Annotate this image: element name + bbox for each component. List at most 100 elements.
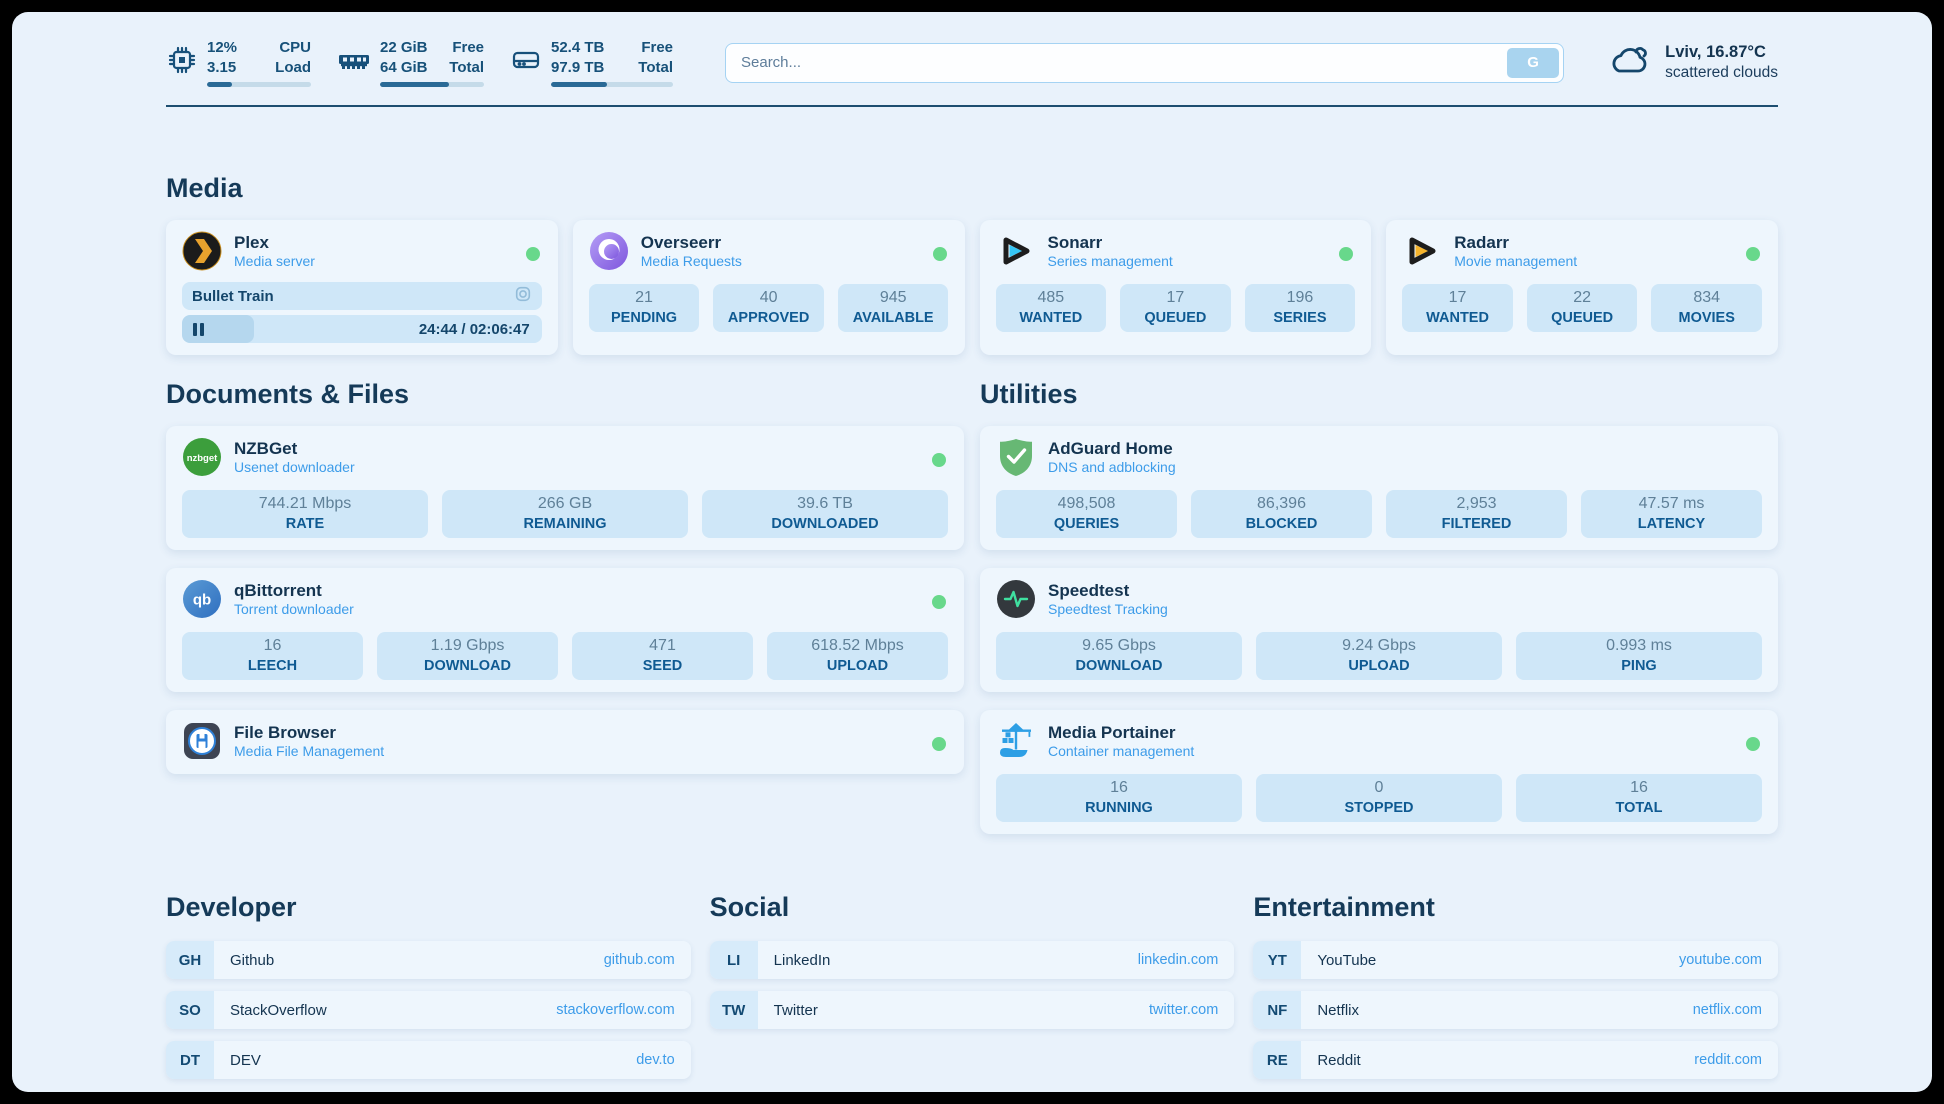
stat-upload: 9.24 Gbps UPLOAD: [1256, 632, 1502, 680]
bookmark-netflix[interactable]: NF Netflix netflix.com: [1253, 991, 1778, 1029]
dashboard-page: 12% 3.15 CPU Load: [12, 12, 1932, 1092]
app-card-plex[interactable]: Plex Media server Bullet Train: [166, 220, 558, 355]
weather-location-temp: Lviv, 16.87°C: [1665, 42, 1766, 61]
search-input[interactable]: [725, 42, 1565, 83]
sonarr-logo-icon: [996, 231, 1036, 271]
app-card-filebrowser[interactable]: File Browser Media File Management: [166, 710, 964, 774]
app-card-sonarr[interactable]: Sonarr Series management 485 WANTED 17 Q…: [979, 220, 1372, 355]
header-divider: [166, 105, 1778, 107]
bookmark-group-entertainment: Entertainment YT YouTube youtube.com NF …: [1253, 892, 1778, 1079]
app-card-speedtest[interactable]: Speedtest Speedtest Tracking 9.65 Gbps D…: [980, 568, 1778, 692]
section-heading-social: Social: [709, 892, 790, 922]
media-cards-row: Plex Media server Bullet Train: [166, 220, 1778, 355]
bookmark-youtube[interactable]: YT YouTube youtube.com: [1253, 941, 1778, 979]
app-title: Plex: [234, 232, 269, 252]
adguard-logo-icon: [996, 437, 1036, 477]
bookmark-dev[interactable]: DT DEV dev.to: [166, 1041, 691, 1079]
video-type-icon: [514, 285, 532, 308]
bookmark-abbr: GH: [166, 941, 214, 979]
stat-remaining: 266 GB REMAINING: [442, 490, 688, 538]
search-engine-button[interactable]: G: [1507, 47, 1560, 78]
bookmark-reddit[interactable]: RE Reddit reddit.com: [1253, 1041, 1778, 1079]
app-title: File Browser: [234, 722, 337, 742]
bookmark-name: LinkedIn: [773, 951, 831, 969]
app-description: Media Requests: [640, 252, 742, 269]
playback-progress-bar: 24:44 / 02:06:47: [182, 315, 542, 343]
cpu-load-value: 3.15: [207, 58, 237, 76]
bookmark-abbr: RE: [1253, 1041, 1302, 1079]
cpu-load-label: Load: [275, 58, 311, 76]
stat-rate: 744.21 Mbps RATE: [182, 490, 428, 538]
app-title: AdGuard Home: [1048, 438, 1173, 458]
system-stats: 12% 3.15 CPU Load: [166, 38, 673, 87]
app-card-adguard[interactable]: AdGuard Home DNS and adblocking 498,508 …: [980, 426, 1778, 550]
disk-free-value: 52.4 TB: [551, 39, 605, 56]
status-online-dot: [932, 595, 946, 609]
bookmark-url: stackoverflow.com: [556, 1002, 675, 1018]
playback-time: 24:44 / 02:06:47: [418, 320, 530, 338]
section-heading-documents: Documents & Files: [166, 379, 410, 409]
search-bar: G: [725, 42, 1565, 83]
bookmark-abbr: YT: [1253, 941, 1302, 979]
app-card-radarr[interactable]: Radarr Movie management 17 WANTED 22 QUE…: [1386, 220, 1778, 355]
cpu-label: CPU: [279, 39, 311, 56]
stat-download: 1.19 Gbps DOWNLOAD: [377, 632, 558, 680]
app-card-nzbget[interactable]: nzbget NZBGet Usenet downloader 744.: [166, 426, 964, 550]
stat-queued: 17 QUEUED: [1120, 284, 1231, 332]
app-description: Media File Management: [234, 742, 385, 759]
stat-total: 16 TOTAL: [1516, 774, 1762, 822]
status-online-dot: [932, 453, 946, 467]
disk-total-label: Total: [638, 58, 673, 76]
bookmark-stackoverflow[interactable]: SO StackOverflow stackoverflow.com: [166, 991, 691, 1029]
cpu-icon: [166, 44, 198, 81]
status-online-dot: [932, 247, 947, 261]
bookmark-github[interactable]: GH Github github.com: [166, 941, 691, 979]
ram-stat: 22 GiB 64 GiB Free Total: [337, 38, 484, 87]
disk-free-label: Free: [641, 39, 673, 56]
stat-blocked: 86,396 BLOCKED: [1191, 490, 1372, 538]
top-bar: 12% 3.15 CPU Load: [166, 38, 1778, 87]
app-title: Media Portainer: [1048, 722, 1176, 742]
app-card-portainer[interactable]: Media Portainer Container management 16 …: [980, 710, 1778, 834]
bookmark-name: Twitter: [773, 1001, 818, 1019]
disk-stat: 52.4 TB 97.9 TB Free Total: [510, 38, 673, 87]
stat-stopped: 0 STOPPED: [1256, 774, 1502, 822]
status-online-dot: [1339, 247, 1354, 261]
disk-progress-bar: [551, 82, 673, 87]
pause-icon: [193, 322, 204, 336]
bookmark-name: YouTube: [1317, 951, 1377, 969]
section-heading-media: Media: [166, 173, 243, 203]
bookmark-abbr: NF: [1253, 991, 1302, 1029]
stat-leech: 16 LEECH: [182, 632, 363, 680]
bookmark-url: reddit.com: [1694, 1052, 1762, 1068]
bookmark-abbr: SO: [166, 991, 214, 1029]
ram-free-label: Free: [452, 39, 484, 56]
bookmark-url: linkedin.com: [1137, 952, 1219, 968]
app-description: Speedtest Tracking: [1048, 600, 1168, 617]
section-heading-utilities: Utilities: [980, 379, 1078, 409]
plex-logo-icon: [182, 231, 222, 271]
bookmark-url: dev.to: [636, 1052, 675, 1068]
stat-seed: 471 SEED: [572, 632, 753, 680]
stat-available: 945 AVAILABLE: [837, 284, 949, 332]
app-description: Torrent downloader: [234, 600, 354, 617]
bookmark-url: netflix.com: [1692, 1002, 1762, 1018]
app-description: DNS and adblocking: [1048, 458, 1176, 475]
bookmark-linkedin[interactable]: LI LinkedIn linkedin.com: [709, 941, 1235, 979]
stat-movies: 834 MOVIES: [1651, 284, 1762, 332]
app-description: Movie management: [1454, 252, 1578, 269]
bookmark-url: github.com: [603, 952, 675, 968]
app-card-qbittorrent[interactable]: qb qBittorrent Torrent downloader 16: [166, 568, 964, 692]
app-description: Container management: [1048, 742, 1195, 759]
stat-download: 9.65 Gbps DOWNLOAD: [996, 632, 1242, 680]
nzbget-logo-icon: nzbget: [182, 437, 222, 477]
stat-ping: 0.993 ms PING: [1516, 632, 1762, 680]
bookmark-abbr: LI: [709, 941, 758, 979]
bookmark-twitter[interactable]: TW Twitter twitter.com: [709, 991, 1235, 1029]
bookmark-group-social: Social LI LinkedIn linkedin.com TW Twitt…: [709, 892, 1235, 1079]
status-online-dot: [1746, 247, 1760, 261]
stat-filtered: 2,953 FILTERED: [1386, 490, 1567, 538]
bookmark-url: twitter.com: [1149, 1002, 1219, 1018]
app-card-overseerr[interactable]: Overseerr Media Requests 21 PENDING 40 A…: [572, 220, 965, 355]
status-online-dot: [525, 247, 540, 261]
